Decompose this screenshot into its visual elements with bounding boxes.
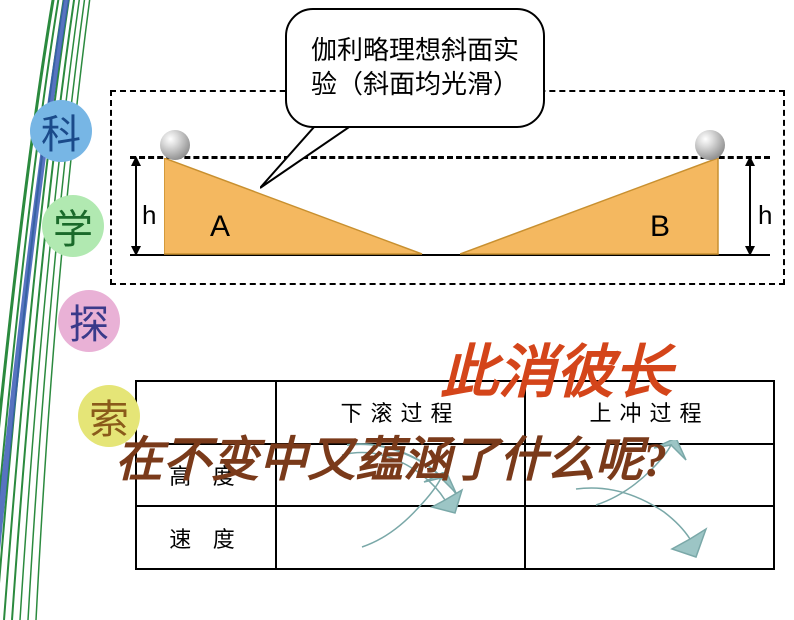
- h-label-right: h: [758, 200, 772, 231]
- sidebar-char-1: 科: [30, 100, 92, 162]
- h-label-left: h: [142, 200, 156, 231]
- height-arrow-right: [742, 156, 758, 256]
- sidebar-char-3: 探: [58, 290, 120, 352]
- callout: 伽利略理想斜面实验（斜面均光滑）: [285, 8, 545, 143]
- cell-speed-down: [276, 506, 525, 569]
- cell-speed-up: [525, 506, 774, 569]
- a-label: A: [210, 210, 230, 244]
- sidebar-char-2: 学: [42, 195, 104, 257]
- callout-text: 伽利略理想斜面实验（斜面均光滑）: [299, 34, 531, 102]
- arrow-down-2: [566, 477, 716, 567]
- b-label: B: [650, 210, 670, 244]
- callout-bubble: 伽利略理想斜面实验（斜面均光滑）: [285, 8, 545, 128]
- incline-b: [460, 158, 720, 256]
- ball-a: [160, 130, 190, 160]
- ball-b: [695, 130, 725, 160]
- table-row-speed: 速 度: [136, 506, 276, 569]
- overlay-question: 在不变中又蕴涵了什么呢?: [115, 420, 667, 490]
- overlay-phrase: 此消彼长: [440, 325, 672, 409]
